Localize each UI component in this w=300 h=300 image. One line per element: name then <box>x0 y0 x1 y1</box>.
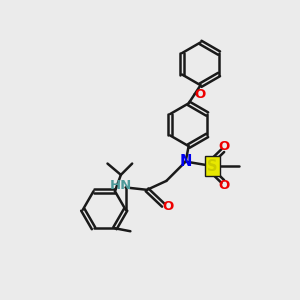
Text: HN: HN <box>110 179 132 193</box>
Text: O: O <box>219 140 230 153</box>
Text: N: N <box>179 154 192 169</box>
Text: O: O <box>194 88 206 101</box>
Text: S: S <box>207 159 218 174</box>
Text: O: O <box>162 200 173 213</box>
Text: O: O <box>219 179 230 193</box>
